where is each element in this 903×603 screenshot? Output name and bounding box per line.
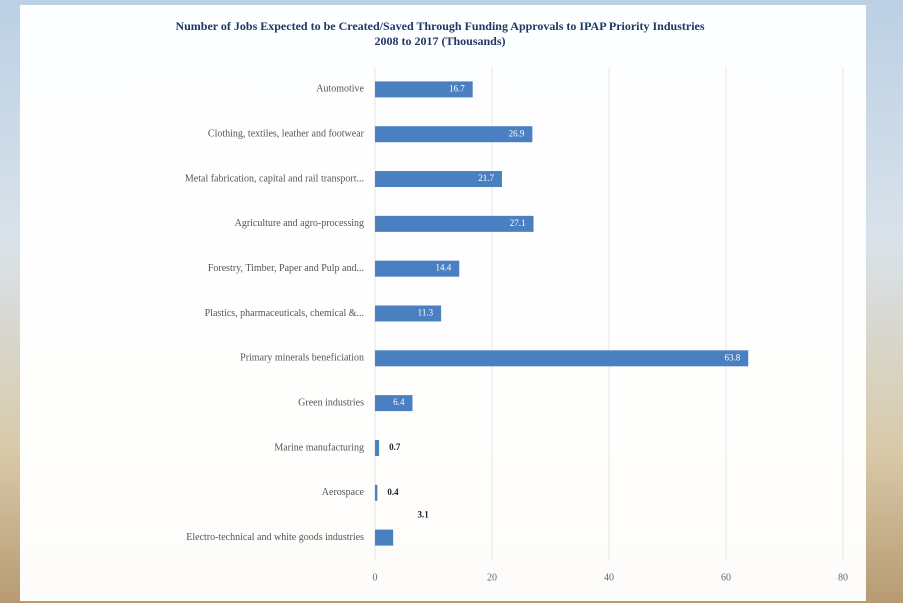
y-tick-label: Forestry, Timber, Paper and Pulp and... xyxy=(208,263,364,274)
y-tick-label: Clothing, textiles, leather and footwear xyxy=(208,129,365,140)
chart-title: Number of Jobs Expected to be Created/Sa… xyxy=(175,19,704,33)
data-label: 63.8 xyxy=(724,352,740,362)
bar xyxy=(375,171,502,188)
x-tick-label: 20 xyxy=(487,572,497,583)
data-label: 3.1 xyxy=(418,510,430,520)
data-label: 16.7 xyxy=(449,83,465,93)
x-tick-label: 0 xyxy=(373,572,378,583)
chart-subtitle: 2008 to 2017 (Thousands) xyxy=(374,34,505,48)
data-label: 0.4 xyxy=(387,487,399,497)
y-tick-label: Marine manufacturing xyxy=(274,442,364,453)
y-tick-label: Primary minerals beneficiation xyxy=(240,353,364,364)
y-tick-label: Agriculture and agro-processing xyxy=(235,218,364,229)
y-tick-label: Electro-technical and white goods indust… xyxy=(186,532,364,543)
x-tick-label: 60 xyxy=(721,572,731,583)
data-label: 0.7 xyxy=(389,442,401,452)
bar xyxy=(375,305,442,322)
y-tick-label: Automotive xyxy=(316,84,364,95)
data-label: 11.3 xyxy=(418,308,434,318)
y-tick-label: Plastics, pharmaceuticals, chemical &... xyxy=(205,308,364,319)
bar xyxy=(375,215,534,232)
data-label: 6.4 xyxy=(393,397,405,407)
y-tick-label: Aerospace xyxy=(322,487,365,498)
data-label: 14.4 xyxy=(435,263,451,273)
bar xyxy=(375,395,413,412)
bar xyxy=(375,126,533,143)
bar xyxy=(375,260,460,277)
x-tick-label: 40 xyxy=(604,572,614,583)
data-label: 26.9 xyxy=(509,128,525,138)
data-label: 27.1 xyxy=(510,218,526,228)
y-tick-label: Metal fabrication, capital and rail tran… xyxy=(185,173,364,184)
bar xyxy=(375,529,394,546)
y-tick-label: Green industries xyxy=(298,397,364,408)
bar xyxy=(375,81,473,98)
chart-panel xyxy=(20,5,866,601)
bar xyxy=(375,484,378,501)
bar xyxy=(375,350,749,367)
data-label: 21.7 xyxy=(478,173,494,183)
bar xyxy=(375,439,380,456)
x-tick-label: 80 xyxy=(838,572,848,583)
